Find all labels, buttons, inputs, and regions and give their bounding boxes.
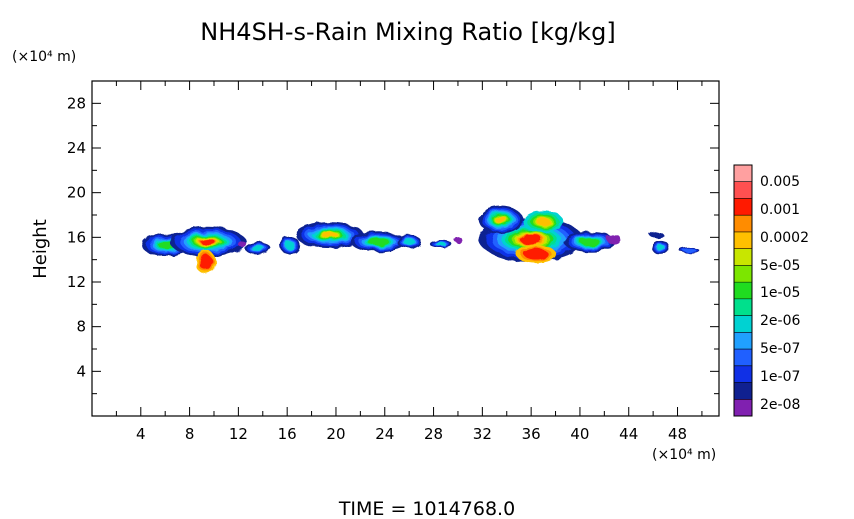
x-tick-label: 28: [424, 425, 443, 443]
cloud-contour: [536, 218, 550, 226]
x-tick-label: 24: [375, 425, 394, 443]
x-axis: 4 8 12 16 20 24 28 32 36 40 44 48: [115, 81, 703, 443]
y-axis: 4 8 12 16 20 24 28: [67, 94, 719, 395]
colorbar-swatch: [734, 198, 752, 216]
y-tick-label: 24: [67, 139, 86, 157]
cloud-contour: [285, 241, 295, 250]
colorbar-label: 0.005: [760, 174, 800, 190]
colorbar-swatch: [734, 248, 752, 266]
colorbar-swatch: [734, 231, 752, 250]
colorbar-swatch: [734, 332, 752, 350]
cloud-contour: [519, 234, 543, 245]
y-tick-label: 16: [67, 228, 86, 246]
colorbar-label: 2e-06: [760, 313, 800, 329]
x-tick-label: 12: [229, 425, 248, 443]
y-tick-label: 8: [76, 318, 86, 336]
cloud-contour: [494, 215, 507, 224]
cloud-contour: [436, 242, 446, 246]
y-tick-label: 12: [67, 273, 86, 291]
colorbar-swatch: [734, 181, 752, 199]
x-tick-label: 8: [185, 425, 195, 443]
y-tick-label: 28: [67, 94, 86, 112]
x-tick-label: 40: [570, 425, 589, 443]
colorbar-swatch: [734, 282, 752, 300]
chart-title: NH4SH-s-Rain Mixing Ratio [kg/kg]: [200, 18, 615, 46]
cloud-contour: [453, 236, 462, 243]
colorbar-swatch: [734, 315, 752, 333]
cloud-contour: [199, 254, 212, 270]
colorbar-frame: [733, 164, 753, 417]
x-tick-label: 44: [619, 425, 638, 443]
colorbar-swatch: [734, 215, 752, 233]
colorbar-label: 1e-05: [760, 285, 800, 301]
cloud-contour: [403, 238, 415, 245]
colorbar-swatch: [734, 382, 752, 400]
colorbar-label: 0.001: [760, 202, 800, 218]
cloud-contour: [238, 241, 247, 248]
cloud-contour: [523, 248, 549, 260]
colorbar-label: 5e-05: [760, 258, 800, 274]
x-tick-label: 16: [278, 425, 297, 443]
plot-frame: [91, 80, 720, 417]
colorbar-label: 1e-07: [760, 369, 800, 385]
y-axis-title: Height: [30, 219, 51, 279]
cloud-contour: [200, 238, 216, 245]
x-tick-label: 32: [473, 425, 492, 443]
cloud-contour: [683, 248, 697, 253]
x-tick-label: 36: [522, 425, 541, 443]
colorbar-swatch: [734, 265, 752, 283]
colorbar: 0.005 0.001 0.0002 5e-05 1e-05 2e-06 5e-07 1e-0…: [733, 164, 809, 417]
colorbar-swatch: [734, 298, 752, 316]
y-tick-label: 20: [67, 184, 86, 202]
cloud-contour: [321, 232, 338, 239]
x-unit-label: (×10⁴ m): [652, 447, 716, 463]
y-tick-label: 4: [76, 362, 86, 380]
colorbar-swatch: [734, 165, 752, 183]
cloud-field: [141, 205, 700, 274]
colorbar-swatch: [734, 365, 752, 383]
cloud-contour: [649, 232, 664, 239]
colorbar-swatch: [734, 399, 752, 417]
colorbar-swatch: [734, 349, 752, 367]
colorbar-label: 5e-07: [760, 341, 800, 357]
y-unit-label: (×10⁴ m): [12, 49, 76, 65]
colorbar-label: 2e-08: [760, 397, 800, 413]
x-tick-label: 4: [136, 425, 146, 443]
cloud-contour: [368, 238, 390, 246]
cloud-contour: [252, 245, 264, 252]
cloud-contour: [579, 238, 600, 246]
x-tick-label: 48: [668, 425, 687, 443]
colorbar-label: 0.0002: [760, 230, 809, 246]
cloud-contour: [656, 244, 665, 251]
cloud-contour: [607, 234, 622, 245]
x-tick-label: 20: [326, 425, 345, 443]
time-footer: TIME = 1014768.0: [338, 498, 515, 519]
